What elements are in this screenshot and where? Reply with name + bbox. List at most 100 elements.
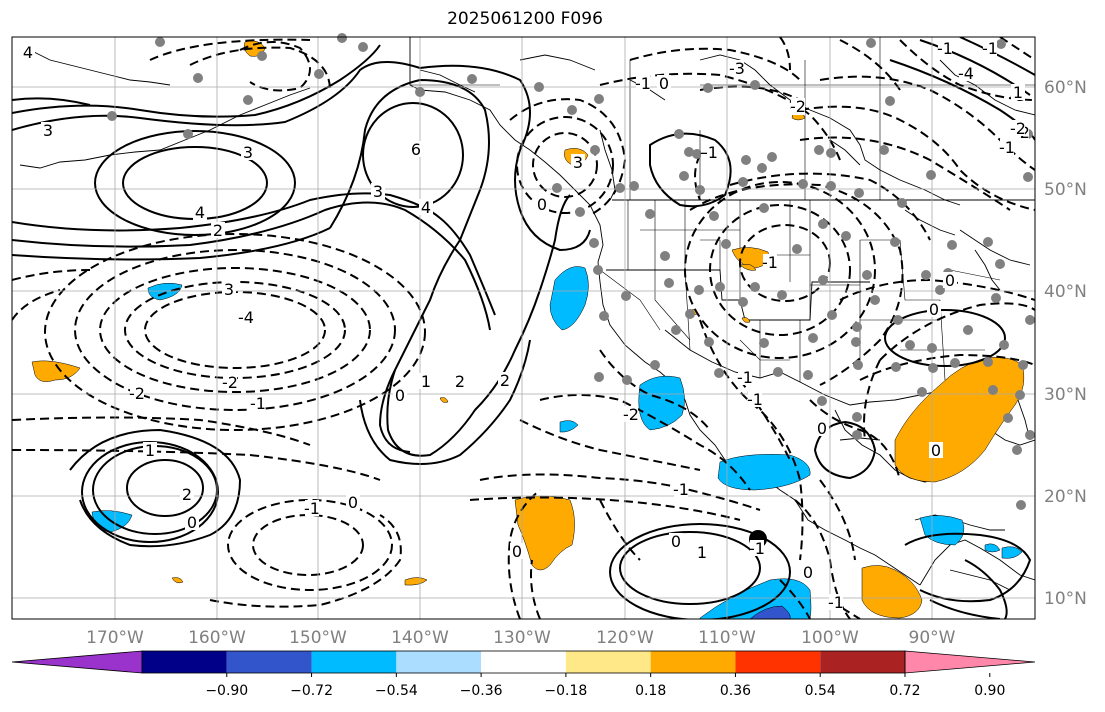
latitude-labels: 60°N 50°N 40°N 30°N 20°N 10°N	[1044, 78, 1087, 609]
contour-label-bg	[959, 65, 973, 81]
contour-label-bg	[223, 374, 237, 390]
contour-label-bg	[657, 75, 671, 91]
contour-label: 0	[803, 563, 813, 582]
colorbar-tick-label: −0.72	[290, 683, 333, 699]
contour-label: 1	[421, 372, 431, 391]
contour-label: 0	[671, 532, 681, 551]
contour-label-bg	[748, 391, 762, 407]
contour-label: -1	[982, 39, 998, 58]
lat-label: 10°N	[1044, 589, 1087, 609]
contour-label-bg	[815, 420, 829, 436]
colorbar-tick-label: −0.18	[544, 683, 587, 699]
lon-label: 130°W	[493, 628, 551, 648]
contour-label: -3	[729, 59, 745, 78]
contour-label: -2	[222, 373, 238, 392]
contour-label-bg	[1011, 84, 1025, 100]
lat-label: 20°N	[1044, 487, 1087, 507]
longitude-labels: 170°W 160°W 150°W 140°W 130°W 120°W 110°…	[86, 628, 956, 648]
colorbar-segment	[650, 651, 736, 673]
contour-label-bg	[143, 442, 157, 458]
contour-label: 1	[1013, 83, 1023, 102]
colorbar-segment	[142, 651, 227, 673]
contour-label: 1	[145, 441, 155, 460]
contour-label: 3	[243, 143, 253, 162]
lat-label: 40°N	[1044, 282, 1087, 302]
contour-label: 2	[500, 371, 510, 390]
contour-label: -1	[250, 394, 266, 413]
contour-labels: 4334263403-10-2-103-4-2-2-10122120-10-10…	[21, 39, 1030, 612]
contour-label: 3	[573, 153, 583, 172]
contour-label-bg	[510, 543, 524, 559]
contour-label: -1	[673, 480, 689, 499]
lat-label: 60°N	[1044, 78, 1087, 98]
lon-label: 100°W	[801, 628, 859, 648]
contour-label-bg	[703, 144, 717, 160]
contour-label: 3	[43, 121, 53, 140]
contour-label: -1	[762, 253, 778, 272]
contour-label: -4	[238, 308, 254, 327]
contour-label-bg	[419, 373, 433, 389]
contour-label: 6	[411, 140, 421, 159]
contour-label-bg	[239, 309, 253, 325]
contour-label-bg	[222, 281, 236, 297]
contour-label-bg	[498, 372, 512, 388]
contour-label-bg	[943, 272, 957, 288]
colorbar-extend-high	[904, 650, 1036, 674]
colorbar-tick-label: 0.54	[805, 683, 836, 699]
contour-label-bg	[791, 98, 805, 114]
colorbar-extend-low	[11, 650, 143, 674]
contour-label: 0	[512, 542, 522, 561]
contour-label: 4	[23, 43, 33, 62]
colorbar-segment	[396, 651, 482, 673]
colorbar-tick-label: −0.36	[460, 683, 503, 699]
contour-label: 3	[373, 182, 383, 201]
colorbar-tick-label: 0.36	[720, 683, 751, 699]
contour-label-bg	[730, 60, 744, 76]
contour-label-bg	[180, 486, 194, 502]
contour-label-bg	[251, 395, 265, 411]
contour-label-bg	[938, 40, 952, 56]
contour-label-bg	[1011, 120, 1025, 136]
colorbar-tick-label: 0.90	[974, 683, 1005, 699]
colorbar-segment	[820, 651, 905, 673]
contour-label: 0	[945, 271, 955, 290]
contour-label-bg	[829, 594, 843, 610]
contour-label-bg	[193, 204, 207, 220]
station-dots	[107, 33, 1035, 510]
contour-label: -1	[828, 593, 844, 612]
colorbar-tick-label: 0.72	[889, 683, 920, 699]
contour-label-bg	[211, 222, 225, 238]
lon-label: 110°W	[698, 628, 756, 648]
contour-label-bg	[535, 196, 549, 212]
contour-label: 4	[195, 203, 205, 222]
contour-label-bg	[624, 406, 638, 422]
colorbar-segment	[226, 651, 312, 673]
lon-label: 120°W	[596, 628, 654, 648]
colorbar-outline	[141, 650, 906, 674]
contour-label: 2	[182, 485, 192, 504]
contour-label: -2	[623, 405, 639, 424]
contour-label-bg	[801, 564, 815, 580]
contour-label-bg	[929, 442, 943, 458]
contour-label-bg	[371, 183, 385, 199]
colorbar-segment	[565, 651, 651, 673]
contour-label: -2	[129, 384, 145, 403]
map-frame	[11, 36, 1036, 620]
contour-label-bg	[185, 514, 199, 530]
contour-label: -1	[635, 74, 651, 93]
contour-label-bg	[669, 533, 683, 549]
contour-label: 2	[455, 372, 465, 391]
contour-label-bg	[695, 544, 709, 560]
contour-label: 1	[697, 543, 707, 562]
contour-label: 0	[187, 513, 197, 532]
map-title: 2025061200 F096	[447, 9, 603, 29]
lat-label: 30°N	[1044, 385, 1087, 405]
contour-label-bg	[571, 154, 585, 170]
contour-label: 0	[817, 419, 827, 438]
colorbar-tick-label: 0.18	[635, 683, 666, 699]
contour-label: -2	[1010, 119, 1026, 138]
contour-label-bg	[674, 481, 688, 497]
contour-label: 3	[224, 280, 234, 299]
contour-label: 0	[395, 386, 405, 405]
contour-label-bg	[1000, 139, 1014, 155]
